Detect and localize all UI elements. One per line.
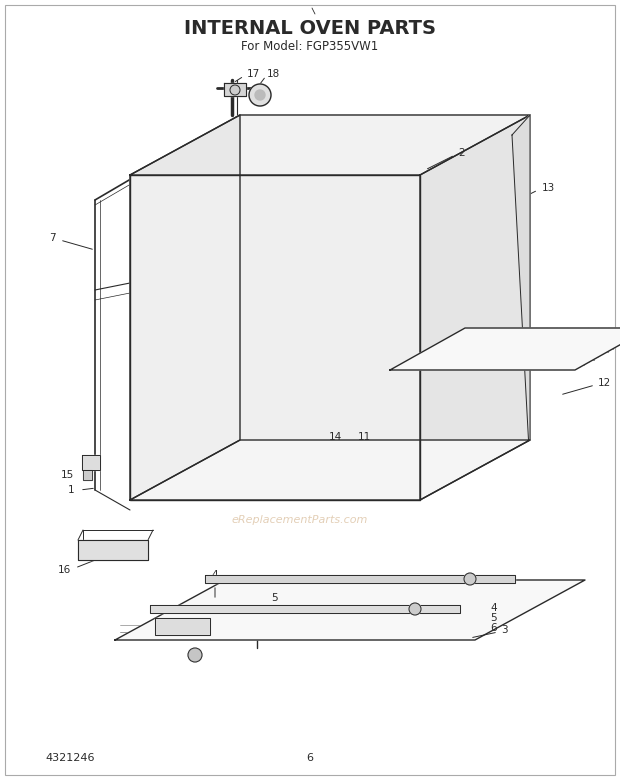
Polygon shape <box>390 328 620 370</box>
Text: 3: 3 <box>501 625 508 635</box>
Polygon shape <box>224 83 246 96</box>
Polygon shape <box>512 115 530 440</box>
Text: 15: 15 <box>61 470 74 480</box>
Circle shape <box>230 85 240 95</box>
Text: 6: 6 <box>306 753 314 763</box>
Polygon shape <box>82 455 100 470</box>
Text: 16: 16 <box>538 345 551 355</box>
Text: 11: 11 <box>358 432 371 442</box>
Polygon shape <box>130 440 530 500</box>
Text: 13: 13 <box>542 183 556 193</box>
Text: 4: 4 <box>490 603 497 613</box>
Polygon shape <box>130 175 420 500</box>
Circle shape <box>464 573 476 585</box>
Text: 12: 12 <box>598 378 611 388</box>
Text: 6: 6 <box>272 605 278 615</box>
Text: INTERNAL OVEN PARTS: INTERNAL OVEN PARTS <box>184 19 436 37</box>
Text: 18: 18 <box>267 69 280 79</box>
Text: 16: 16 <box>58 565 71 575</box>
Circle shape <box>409 603 421 615</box>
Polygon shape <box>83 470 92 480</box>
Text: 1: 1 <box>68 485 74 495</box>
Polygon shape <box>150 605 460 613</box>
Text: 17: 17 <box>247 69 260 79</box>
Polygon shape <box>78 540 148 560</box>
Text: 5: 5 <box>490 613 497 623</box>
Polygon shape <box>155 618 210 635</box>
Circle shape <box>255 90 265 100</box>
Text: 6: 6 <box>490 623 497 633</box>
Polygon shape <box>420 115 530 500</box>
Text: 14: 14 <box>329 432 342 442</box>
Circle shape <box>249 84 271 106</box>
Polygon shape <box>130 115 240 500</box>
Polygon shape <box>130 115 530 175</box>
Text: 4: 4 <box>211 570 218 580</box>
Text: 7: 7 <box>50 233 56 243</box>
Circle shape <box>188 648 202 662</box>
Polygon shape <box>115 580 585 640</box>
Text: 4321246: 4321246 <box>45 753 94 763</box>
Text: eReplacementParts.com: eReplacementParts.com <box>232 515 368 525</box>
Text: For Model: FGP355VW1: For Model: FGP355VW1 <box>241 40 379 52</box>
Text: 5: 5 <box>272 593 278 603</box>
Text: 2: 2 <box>458 148 464 158</box>
Polygon shape <box>205 575 515 583</box>
